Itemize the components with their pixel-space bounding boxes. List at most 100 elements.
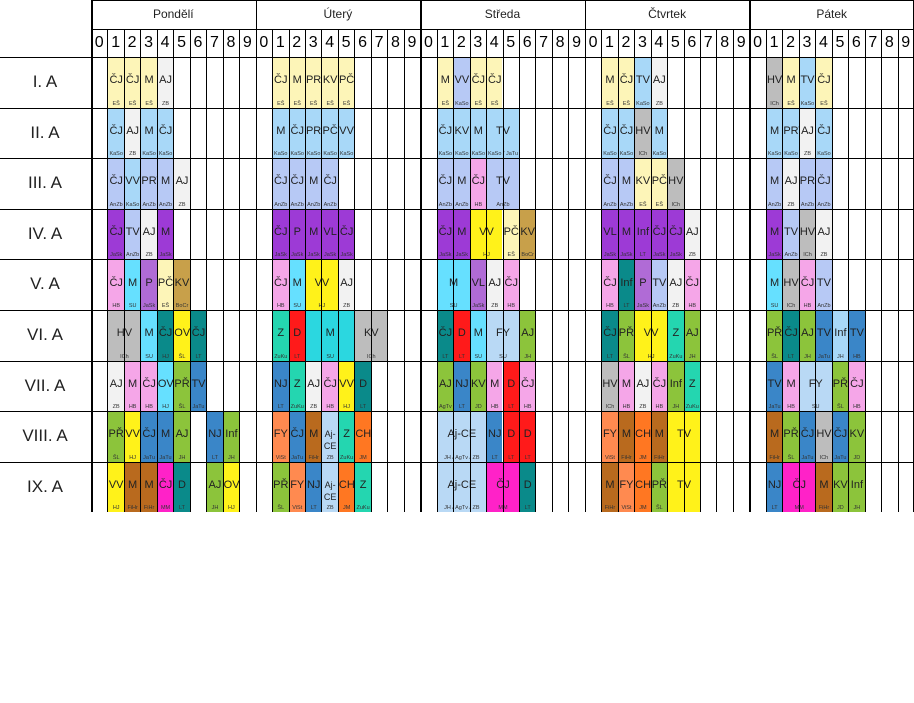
- lesson-cell[interactable]: PČ EŠ: [338, 58, 355, 108]
- lesson-cell[interactable]: ČJ LT: [190, 311, 207, 361]
- lesson-cell[interactable]: M AnZb: [454, 159, 470, 209]
- lesson-cell[interactable]: PŘ ŠL: [108, 412, 124, 462]
- lesson-cell[interactable]: AJ ZB: [338, 260, 355, 310]
- lesson-cell[interactable]: AJ ZB: [799, 108, 816, 159]
- lesson-cell[interactable]: M KaSo: [470, 108, 487, 159]
- lesson-cell[interactable]: AJ JH: [684, 311, 700, 361]
- lesson-cell[interactable]: M FiHr: [766, 412, 783, 462]
- lesson-cell[interactable]: PRV KaSo: [305, 108, 322, 159]
- lesson-cell[interactable]: ČJ JaTu: [141, 412, 157, 462]
- lesson-cell[interactable]: ČJ JaSk: [108, 209, 124, 260]
- lesson-cell[interactable]: NJ LT: [273, 361, 289, 412]
- lesson-cell[interactable]: M HB: [487, 361, 503, 412]
- lesson-cell[interactable]: ČJ JaTu: [799, 412, 816, 462]
- lesson-cell[interactable]: TV AnZb: [124, 209, 141, 260]
- lesson-cell[interactable]: KV BoCr: [174, 260, 190, 310]
- lesson-cell[interactable]: OV HJ: [157, 361, 174, 412]
- lesson-cell[interactable]: ČJ KaSo: [816, 108, 832, 159]
- lesson-cell[interactable]: ČJ KaSo: [289, 108, 305, 159]
- lesson-cell[interactable]: M SU: [289, 260, 305, 310]
- lesson-cell[interactable]: M AnZb: [618, 159, 635, 209]
- lesson-cell[interactable]: HV ICh: [668, 159, 684, 209]
- lesson-cell[interactable]: AJ ZB: [783, 159, 799, 209]
- lesson-cell[interactable]: D LT: [519, 412, 536, 462]
- lesson-cell[interactable]: ČJ MM: [157, 462, 174, 512]
- lesson-cell[interactable]: ČJ HB: [273, 260, 289, 310]
- lesson-cell[interactable]: ČJ JaSk: [273, 209, 289, 260]
- lesson-cell[interactable]: TV KaSo: [799, 58, 816, 108]
- lesson-cell[interactable]: TV JaTu: [190, 361, 207, 412]
- lesson-cell[interactable]: M HB: [124, 361, 141, 412]
- lesson-cell[interactable]: VL JaSk: [470, 260, 487, 310]
- lesson-cell[interactable]: VV HJ: [124, 412, 141, 462]
- lesson-cell[interactable]: ČJ JaSk: [668, 209, 684, 260]
- lesson-cell[interactable]: M SU: [124, 260, 141, 310]
- lesson-cell[interactable]: M EŠ: [437, 58, 454, 108]
- lesson-cell[interactable]: M EŠ: [783, 58, 799, 108]
- lesson-cell[interactable]: ČJ HB: [519, 361, 536, 412]
- lesson-cell[interactable]: AJ ZB: [668, 260, 684, 310]
- lesson-cell[interactable]: M FiHr: [141, 462, 157, 512]
- lesson-cell[interactable]: M HB: [783, 361, 799, 412]
- lesson-cell[interactable]: KV BoCr: [519, 209, 536, 260]
- lesson-cell[interactable]: PČ EŠ: [651, 159, 668, 209]
- lesson-cell[interactable]: PŘ ŠL: [651, 462, 668, 512]
- lesson-cell[interactable]: PŘ ŠL: [832, 361, 849, 412]
- lesson-cell[interactable]: PČ EŠ: [157, 260, 174, 310]
- lesson-cell[interactable]: HV ICh: [766, 58, 783, 108]
- lesson-cell[interactable]: VL JaSk: [322, 209, 338, 260]
- lesson-cell[interactable]: Inf LT: [618, 260, 635, 310]
- lesson-cell[interactable]: ČJ AnZb: [437, 159, 454, 209]
- lesson-cell[interactable]: PŘ ŠL: [618, 311, 635, 361]
- lesson-cell[interactable]: M FiHr: [305, 412, 322, 462]
- lesson-cell[interactable]: ČJ AnZb: [602, 159, 618, 209]
- lesson-cell[interactable]: M KaSo: [651, 108, 668, 159]
- lesson-cell[interactable]: M SU: [766, 260, 783, 310]
- lesson-cell[interactable]: KV EŠ: [635, 159, 651, 209]
- lesson-cell[interactable]: ČJ KaSo: [618, 108, 635, 159]
- lesson-cell[interactable]: Inf JH: [223, 412, 240, 462]
- lesson-cell[interactable]: M EŠ: [141, 58, 157, 108]
- lesson-cell[interactable]: M JaSk: [618, 209, 635, 260]
- lesson-cell[interactable]: D LT: [519, 462, 536, 512]
- lesson-cell[interactable]: CH JM: [635, 412, 651, 462]
- lesson-cell[interactable]: OV ŠL: [174, 311, 190, 361]
- lesson-cell[interactable]: ČJ KaSo: [108, 108, 124, 159]
- lesson-cell[interactable]: PRV AnZb: [141, 159, 157, 209]
- lesson-cell[interactable]: ČJ KaSo: [157, 108, 174, 159]
- lesson-cell[interactable]: ČJ EŠ: [816, 58, 832, 108]
- lesson-cell[interactable]: Z ZuKu: [355, 462, 371, 512]
- lesson-cell[interactable]: ČJ LT: [783, 311, 799, 361]
- lesson-cell[interactable]: TV JaTu: [816, 311, 832, 361]
- lesson-cell[interactable]: D LT: [503, 361, 519, 412]
- lesson-cell[interactable]: M SU: [305, 311, 355, 361]
- lesson-cell[interactable]: PŘ ŠL: [783, 412, 799, 462]
- lesson-cell[interactable]: VV HJ: [108, 462, 124, 512]
- lesson-cell[interactable]: ČJ AnZb: [108, 159, 124, 209]
- lesson-cell[interactable]: M AnZb: [157, 159, 174, 209]
- lesson-cell[interactable]: TV AnZb: [783, 209, 799, 260]
- lesson-cell[interactable]: ČJ EŠ: [124, 58, 141, 108]
- lesson-cell[interactable]: M AnZb: [305, 159, 322, 209]
- lesson-cell[interactable]: ČJ AnZb: [273, 159, 289, 209]
- lesson-cell[interactable]: Aj-CE JH / AgTv / ZB: [437, 462, 487, 512]
- lesson-cell[interactable]: TV AnZb: [651, 260, 668, 310]
- lesson-cell[interactable]: CH JM: [635, 462, 651, 512]
- lesson-cell[interactable]: M JaSk: [157, 209, 174, 260]
- lesson-cell[interactable]: Inf JH: [832, 311, 849, 361]
- lesson-cell[interactable]: NJ LT: [487, 412, 503, 462]
- lesson-cell[interactable]: D LT: [355, 361, 371, 412]
- lesson-cell[interactable]: ČJ LT: [437, 311, 454, 361]
- lesson-cell[interactable]: ČJ HB: [651, 361, 668, 412]
- lesson-cell[interactable]: FY ViSt: [618, 462, 635, 512]
- lesson-cell[interactable]: D LT: [289, 311, 305, 361]
- lesson-cell[interactable]: M SU: [141, 311, 157, 361]
- lesson-cell[interactable]: AJ ZB: [141, 209, 157, 260]
- lesson-cell[interactable]: ČJ EŠ: [618, 58, 635, 108]
- lesson-cell[interactable]: M FiHr: [602, 462, 618, 512]
- lesson-cell[interactable]: M AnZb: [766, 159, 783, 209]
- lesson-cell[interactable]: ČJ EŠ: [108, 58, 124, 108]
- lesson-cell[interactable]: AJ ZB: [651, 58, 668, 108]
- lesson-cell[interactable]: Aj-CE JH / AgTv / ZB: [437, 412, 487, 462]
- lesson-cell[interactable]: AJ ZB: [157, 58, 174, 108]
